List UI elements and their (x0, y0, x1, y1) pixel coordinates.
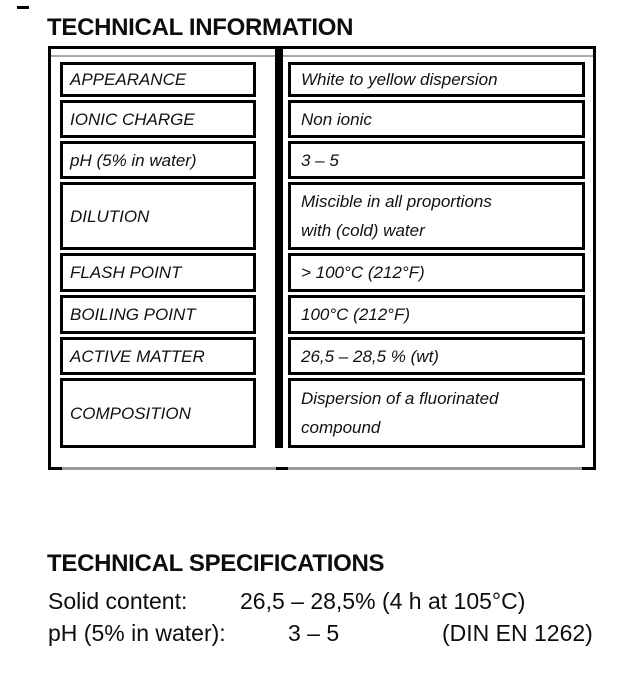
spec-label: pH (5% in water): (48, 620, 226, 646)
table-bottom-ghost-line (48, 467, 596, 470)
table-label-column: APPEARANCE IONIC CHARGE pH (5% in water)… (60, 62, 256, 451)
technical-information-title: TECHNICAL INFORMATION (47, 14, 354, 41)
table-row-value: Dispersion of a fluorinated compound (288, 378, 585, 448)
table-row-value: 26,5 – 28,5 % (wt) (288, 337, 585, 375)
page-corner-dash-mark (17, 6, 29, 9)
table-row-label: BOILING POINT (60, 295, 256, 334)
ghost-line-left-cap (48, 467, 62, 470)
table-row-value: 3 – 5 (288, 141, 585, 179)
table-row-label: DILUTION (60, 182, 256, 250)
technical-information-table: APPEARANCE IONIC CHARGE pH (5% in water)… (48, 46, 596, 467)
table-row-label: IONIC CHARGE (60, 100, 256, 138)
table-row-value: Miscible in all proportions with (cold) … (288, 182, 585, 250)
table-top-ghost-line (51, 55, 593, 57)
spec-line-solid-content: Solid content: 26,5 – 28,5% (4 h at 105°… (48, 587, 608, 615)
table-column-divider (275, 49, 283, 448)
spec-value: 26,5 – 28,5% (4 h at 105°C) (240, 588, 526, 614)
table-row-label: APPEARANCE (60, 62, 256, 97)
technical-specifications-title: TECHNICAL SPECIFICATIONS (47, 550, 385, 577)
spec-value: 3 – 5 (288, 620, 340, 646)
table-row-label: COMPOSITION (60, 378, 256, 448)
table-row-value: White to yellow dispersion (288, 62, 585, 97)
table-value-column: White to yellow dispersion Non ionic 3 –… (288, 62, 585, 451)
ghost-line-right-cap (582, 467, 596, 470)
spec-label: Solid content: (48, 588, 188, 614)
table-row-label: FLASH POINT (60, 253, 256, 292)
table-row-value: Non ionic (288, 100, 585, 138)
table-row-label: ACTIVE MATTER (60, 337, 256, 375)
spec-line-ph: pH (5% in water): 3 – 5 (DIN EN 1262) (48, 619, 608, 647)
table-row-value: 100°C (212°F) (288, 295, 585, 334)
table-row-value: > 100°C (212°F) (288, 253, 585, 292)
table-row-label: pH (5% in water) (60, 141, 256, 179)
ghost-line-middle-cap (276, 467, 288, 470)
spec-standard: (DIN EN 1262) (442, 620, 593, 646)
